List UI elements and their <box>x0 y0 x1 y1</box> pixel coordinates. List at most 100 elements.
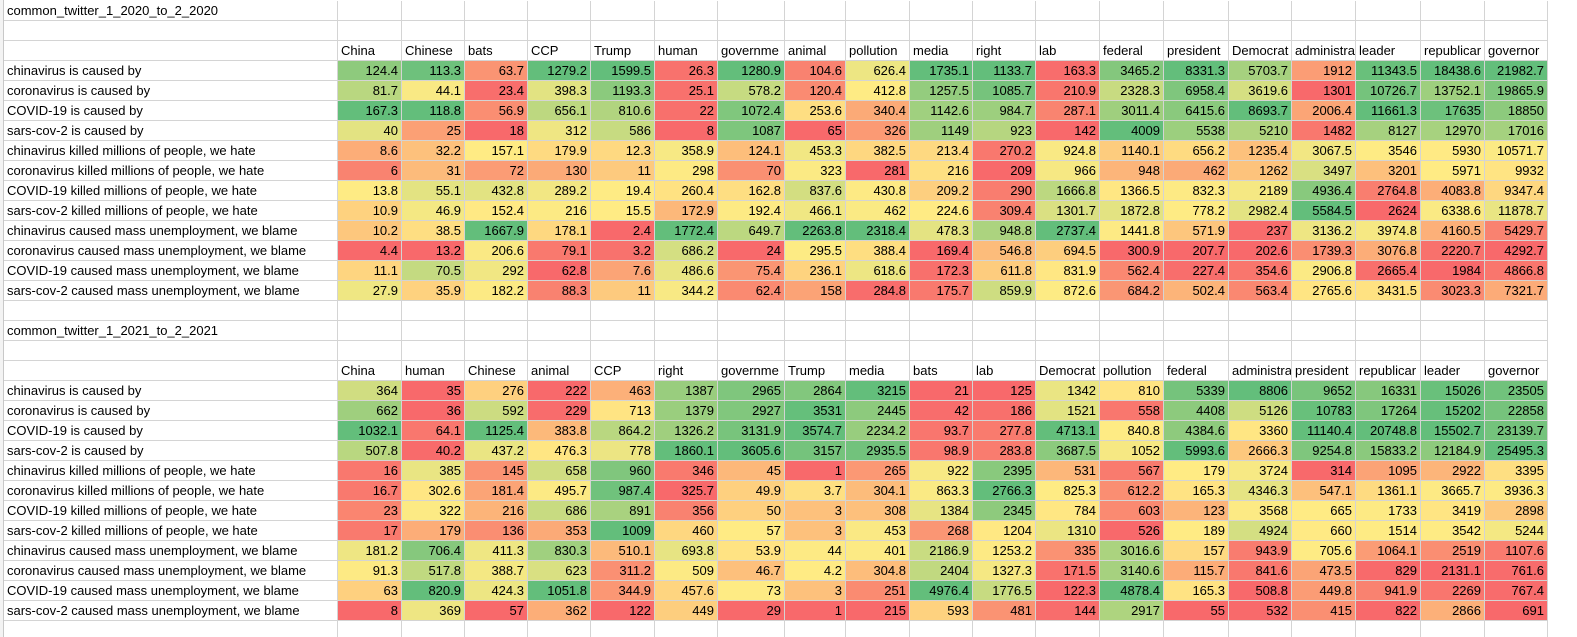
data-cell[interactable]: 3431.5 <box>1356 281 1421 301</box>
empty-cell[interactable] <box>973 621 1036 637</box>
data-cell[interactable]: 125 <box>973 381 1036 401</box>
data-cell[interactable]: 32.2 <box>402 141 465 161</box>
column-header[interactable]: leader <box>1356 41 1421 61</box>
data-cell[interactable]: 2234.2 <box>846 421 910 441</box>
data-cell[interactable]: 42 <box>910 401 973 421</box>
data-cell[interactable]: 25.1 <box>655 81 718 101</box>
data-cell[interactable]: 13.8 <box>338 181 402 201</box>
data-cell[interactable]: 26.3 <box>655 61 718 81</box>
data-cell[interactable]: 3011.4 <box>1100 101 1164 121</box>
data-cell[interactable]: 1149 <box>910 121 973 141</box>
data-cell[interactable]: 6 <box>338 161 402 181</box>
data-cell[interactable]: 4713.1 <box>1036 421 1100 441</box>
data-cell[interactable]: 283.8 <box>973 441 1036 461</box>
data-cell[interactable]: 810 <box>1100 381 1164 401</box>
empty-cell[interactable] <box>655 341 718 361</box>
data-cell[interactable]: 2328.3 <box>1100 81 1164 101</box>
data-cell[interactable]: 179.9 <box>528 141 591 161</box>
data-cell[interactable]: 382.5 <box>846 141 910 161</box>
row-label[interactable]: chinavirus killed millions of people, we… <box>4 141 338 161</box>
data-cell[interactable]: 2006.4 <box>1292 101 1356 121</box>
data-cell[interactable]: 4.2 <box>785 561 846 581</box>
data-cell[interactable]: 578.2 <box>718 81 785 101</box>
empty-cell[interactable] <box>718 21 785 41</box>
data-cell[interactable]: 308 <box>846 501 910 521</box>
empty-cell[interactable] <box>973 1 1036 21</box>
data-cell[interactable]: 130 <box>528 161 591 181</box>
data-cell[interactable]: 611.8 <box>973 261 1036 281</box>
data-cell[interactable]: 623 <box>528 561 591 581</box>
data-cell[interactable]: 15.5 <box>591 201 655 221</box>
empty-cell[interactable] <box>402 21 465 41</box>
data-cell[interactable]: 3531 <box>785 401 846 421</box>
empty-cell[interactable] <box>1292 21 1356 41</box>
data-cell[interactable]: 12184.9 <box>1421 441 1485 461</box>
data-cell[interactable]: 1912 <box>1292 61 1356 81</box>
data-cell[interactable]: 1441.8 <box>1100 221 1164 241</box>
data-cell[interactable]: 1087 <box>718 121 785 141</box>
data-cell[interactable]: 3605.6 <box>718 441 785 461</box>
empty-cell[interactable] <box>1356 341 1421 361</box>
column-header[interactable]: bats <box>910 361 973 381</box>
data-cell[interactable]: 1235.4 <box>1229 141 1292 161</box>
empty-cell[interactable] <box>1292 1 1356 21</box>
data-cell[interactable]: 693.8 <box>655 541 718 561</box>
data-cell[interactable]: 453 <box>846 521 910 541</box>
data-cell[interactable]: 358.9 <box>655 141 718 161</box>
data-cell[interactable]: 453.3 <box>785 141 846 161</box>
empty-cell[interactable] <box>4 301 338 321</box>
data-cell[interactable]: 236.1 <box>785 261 846 281</box>
data-cell[interactable]: 822 <box>1356 601 1421 621</box>
data-cell[interactable]: 7.6 <box>591 261 655 281</box>
data-cell[interactable]: 2764.8 <box>1356 181 1421 201</box>
data-cell[interactable]: 65 <box>785 121 846 141</box>
data-cell[interactable]: 430.8 <box>846 181 910 201</box>
row-label[interactable]: COVID-19 is caused by <box>4 421 338 441</box>
data-cell[interactable]: 62.4 <box>718 281 785 301</box>
empty-cell[interactable] <box>910 341 973 361</box>
data-cell[interactable]: 3568 <box>1229 501 1292 521</box>
data-cell[interactable]: 2864 <box>785 381 846 401</box>
empty-cell[interactable] <box>846 1 910 21</box>
data-cell[interactable]: 510.1 <box>591 541 655 561</box>
data-cell[interactable]: 691 <box>1485 601 1548 621</box>
data-cell[interactable]: 1257.5 <box>910 81 973 101</box>
data-cell[interactable]: 118.8 <box>402 101 465 121</box>
data-cell[interactable]: 55 <box>1164 601 1229 621</box>
data-cell[interactable]: 1860.1 <box>655 441 718 461</box>
data-cell[interactable]: 56.9 <box>465 101 528 121</box>
data-cell[interactable]: 17264 <box>1356 401 1421 421</box>
data-cell[interactable]: 437.2 <box>465 441 528 461</box>
data-cell[interactable]: 466.1 <box>785 201 846 221</box>
data-cell[interactable]: 656.2 <box>1164 141 1229 161</box>
data-cell[interactable]: 859.9 <box>973 281 1036 301</box>
data-cell[interactable]: 163.3 <box>1036 61 1100 81</box>
data-cell[interactable]: 25495.3 <box>1485 441 1548 461</box>
data-cell[interactable]: 3157 <box>785 441 846 461</box>
data-cell[interactable]: 473.5 <box>1292 561 1356 581</box>
data-cell[interactable]: 209.2 <box>910 181 973 201</box>
data-cell[interactable]: 831.9 <box>1036 261 1100 281</box>
data-cell[interactable]: 943.9 <box>1229 541 1292 561</box>
data-cell[interactable]: 53.9 <box>718 541 785 561</box>
empty-cell[interactable] <box>785 301 846 321</box>
data-cell[interactable]: 1125.4 <box>465 421 528 441</box>
data-cell[interactable]: 1387 <box>655 381 718 401</box>
data-cell[interactable]: 841.6 <box>1229 561 1292 581</box>
data-cell[interactable]: 136 <box>465 521 528 541</box>
column-header[interactable]: CCP <box>528 41 591 61</box>
data-cell[interactable]: 2404 <box>910 561 973 581</box>
data-cell[interactable]: 25 <box>402 121 465 141</box>
data-cell[interactable]: 124.1 <box>718 141 785 161</box>
data-cell[interactable]: 1872.8 <box>1100 201 1164 221</box>
data-cell[interactable]: 1733 <box>1356 501 1421 521</box>
empty-cell[interactable] <box>655 1 718 21</box>
data-cell[interactable]: 5584.5 <box>1292 201 1356 221</box>
data-cell[interactable]: 295.5 <box>785 241 846 261</box>
data-cell[interactable]: 778.2 <box>1164 201 1229 221</box>
data-cell[interactable]: 3974.8 <box>1356 221 1421 241</box>
data-cell[interactable]: 29 <box>718 601 785 621</box>
data-cell[interactable]: 507.8 <box>338 441 402 461</box>
data-cell[interactable]: 15202 <box>1421 401 1485 421</box>
empty-cell[interactable] <box>1164 21 1229 41</box>
